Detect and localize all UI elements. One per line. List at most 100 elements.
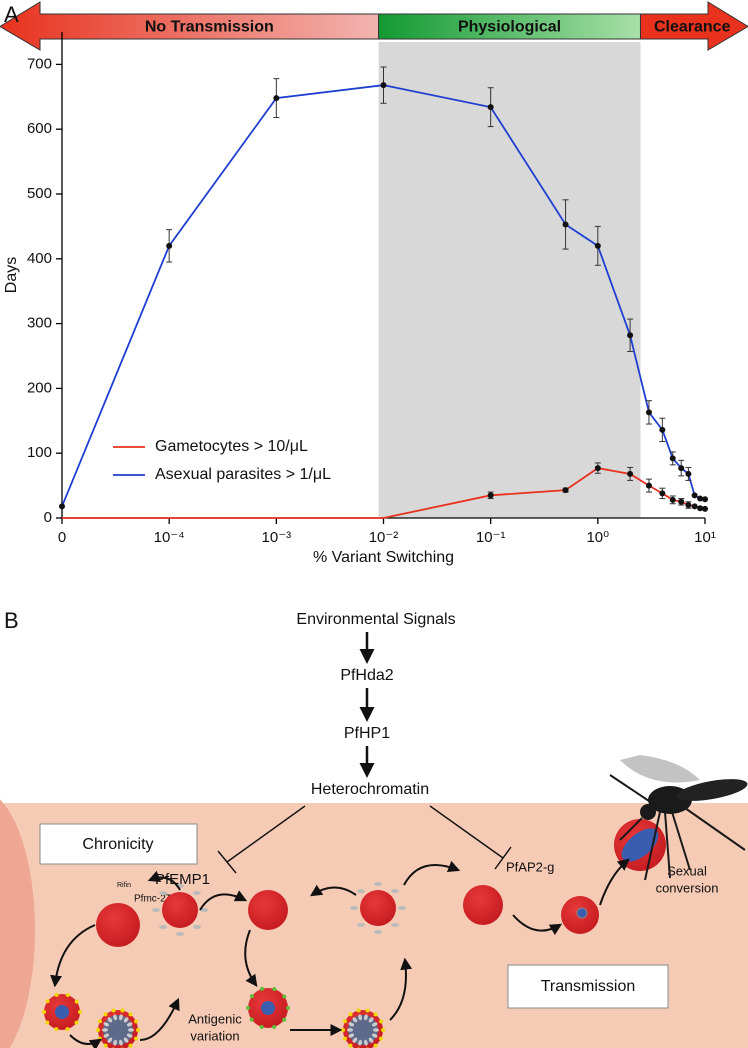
knob [54,992,59,997]
x-axis-label: % Variant Switching [313,549,454,566]
schizont [103,1015,133,1045]
box-label: Chronicity [82,836,153,853]
point [594,465,601,472]
knob [260,986,265,991]
y-tick-label: 0 [44,509,52,526]
merozoite [152,908,161,913]
merozoite [103,1022,110,1027]
red-cell [96,903,140,947]
gametocyte [621,828,659,862]
pathway-step: Environmental Signals [296,611,455,628]
zone-arrow [639,1,748,51]
knob [286,1006,290,1010]
merozoite [348,1022,355,1027]
knob [259,1024,264,1029]
merozoite [107,1017,113,1023]
point [678,498,685,505]
point [669,496,676,503]
point [691,492,698,499]
merozoite [123,1037,129,1043]
point [702,496,708,503]
point [645,482,652,489]
merozoite [119,1039,123,1046]
schizont [348,1015,378,1045]
knob [134,1036,139,1041]
x-tick-label: 10¹ [694,529,716,546]
knob [373,1012,378,1017]
merozoite [352,1037,358,1043]
y-tick-label: 100 [27,444,52,461]
point [669,455,676,462]
red-cell [248,890,288,930]
point [659,490,666,497]
knob [381,1028,385,1032]
knob [249,1017,254,1022]
knob [356,1008,361,1013]
merozoite [176,932,185,936]
label: PfEMP1 [155,871,210,888]
merozoite [102,1028,109,1032]
merozoite [126,1033,133,1038]
knob [111,1008,116,1013]
merozoite [368,1037,374,1043]
knob [379,1036,384,1041]
red-cell [463,885,503,925]
red-cell [162,892,198,928]
series-line [62,467,706,519]
merozoite [123,1017,129,1023]
knob [379,1019,384,1024]
merozoite [373,1028,379,1032]
cycle-arrows [50,858,630,1048]
merozoite [350,906,359,911]
knob [120,1008,125,1013]
knob [103,1043,108,1048]
knob [272,987,277,992]
panel-label: A [4,2,19,27]
knob [97,1019,102,1024]
point [487,492,494,499]
legend-label: Gametocytes > 10/μL [155,438,308,455]
knob [246,1005,251,1010]
point [627,470,634,477]
y-tick-label: 600 [27,120,52,137]
zone-label: No Transmission [145,19,274,36]
knob [282,1017,287,1022]
label: Sexual [667,863,707,878]
knob [65,992,70,997]
pathway: Environmental Signals PfHda2 PfHP1 [296,611,456,778]
knob [65,1027,70,1032]
zone-label: Physiological [458,19,561,36]
merozoite [113,1014,118,1021]
point [627,332,634,339]
zone-label: Clearance [654,19,731,36]
merozoite [128,1028,134,1032]
series-line [61,84,706,507]
label: conversion [656,880,719,895]
point [59,503,65,510]
merozoite [358,1014,363,1021]
merozoite [200,908,208,912]
merozoite [358,1039,362,1046]
merozoite [352,1017,358,1023]
knob [348,1012,353,1017]
mosquito [609,755,748,881]
knob [78,1010,82,1014]
point [691,503,698,510]
merozoite [371,1022,378,1027]
point [273,95,280,102]
merozoite [390,922,399,927]
knob [365,1008,370,1013]
parasite [261,1001,275,1015]
y-tick-label: 200 [27,379,52,396]
vessel-wall [0,799,35,1048]
point [702,505,708,512]
knob [128,1043,133,1048]
merozoite [364,1039,368,1046]
merozoite [192,924,201,929]
knob [342,1036,347,1041]
merozoite [192,890,201,895]
point [678,465,685,472]
label: PfAP2-g [506,859,554,874]
